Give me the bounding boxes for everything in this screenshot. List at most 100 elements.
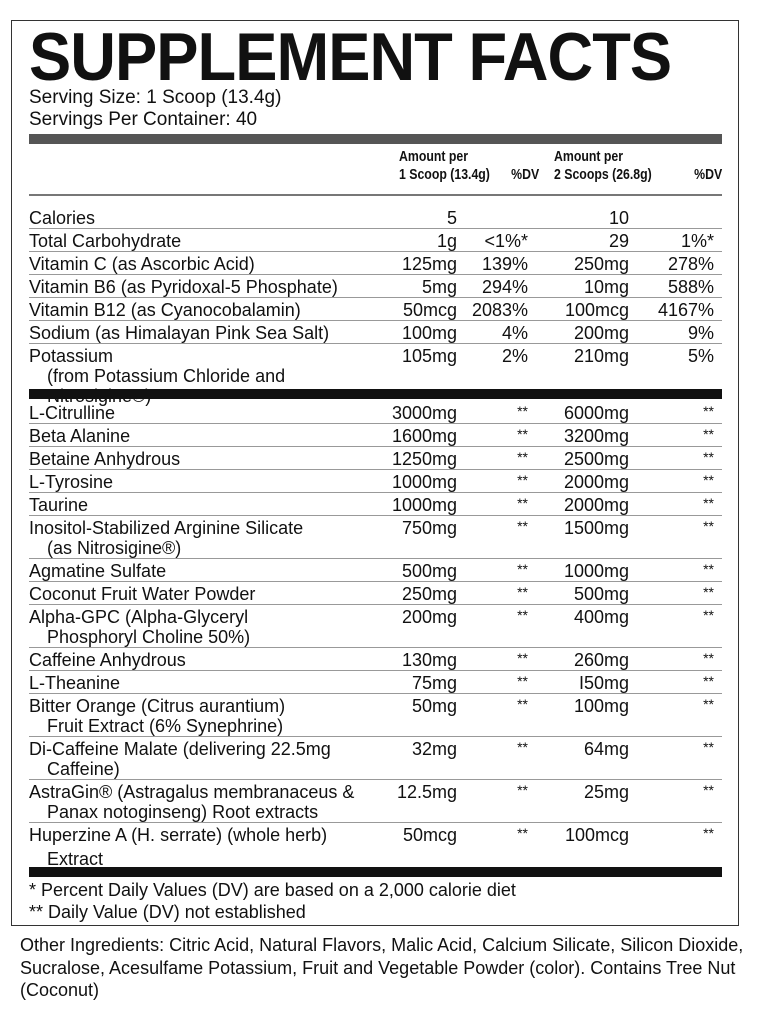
ingredient-name: Sodium (as Himalayan Pink Sea Salt)	[29, 323, 330, 343]
ingredient-subtext: (as Nitrosigine®)	[47, 538, 182, 558]
other-ingredients: Other Ingredients: Citric Acid, Natural …	[20, 935, 744, 1000]
ingredient-name: Calories	[29, 208, 96, 228]
amount-2: 400mg	[573, 607, 629, 627]
dv-2: **	[703, 825, 714, 841]
dv-2: 9%	[687, 323, 714, 343]
table-row: AstraGin® (Astragalus membranaceus & Pana…	[29, 780, 722, 823]
amount-2: 1000mg	[563, 561, 629, 581]
row-name: Coconut Fruit Water Powder	[29, 584, 381, 604]
table-row: Calories 5 10	[29, 206, 722, 229]
dv-2: 278%	[667, 254, 714, 274]
dv-2: **	[703, 403, 714, 419]
table-row: Agmatine Sulfate 500mg ** 1000mg **	[29, 559, 722, 582]
amount-2: 2000mg	[563, 472, 629, 492]
amount-1: 50mg	[411, 696, 457, 716]
amount-2: 250mg	[573, 254, 629, 274]
table-row: Vitamin B6 (as Pyridoxal-5 Phosphate) 5mg…	[29, 275, 722, 298]
table-row: Vitamin B12 (as Cyanocobalamin) 50mcg 2083…	[29, 298, 722, 321]
amount-1: 200mg	[401, 607, 457, 627]
footnote: * Percent Daily Values (DV) are based on…	[29, 880, 516, 900]
ingredient-name: L-Theanine	[29, 673, 121, 693]
row-name: Vitamin B12 (as Cyanocobalamin)	[29, 300, 381, 320]
amount-1: 3000mg	[391, 403, 457, 423]
amount-2: 100mcg	[564, 300, 629, 320]
ingredient-name: Agmatine Sulfate	[29, 561, 167, 581]
amount-1: 130mg	[401, 650, 457, 670]
amount-1: 1250mg	[391, 449, 457, 469]
amount-2: 500mg	[573, 584, 629, 604]
ingredient-name: Vitamin C (as Ascorbic Acid)	[29, 254, 255, 274]
ingredient-name: L-Tyrosine	[29, 472, 114, 492]
ingredient-name: Vitamin B6 (as Pyridoxal-5 Phosphate)	[29, 277, 338, 297]
amount-2: 2500mg	[563, 449, 629, 469]
table-row: Taurine 1000mg ** 2000mg **	[29, 493, 722, 516]
row-name: L-Theanine	[29, 673, 381, 693]
dv-2: **	[703, 696, 714, 712]
dv-1: **	[517, 561, 528, 577]
amount-1: 100mg	[401, 323, 457, 343]
amount-2: 2000mg	[563, 495, 629, 515]
dv-1: **	[517, 403, 528, 419]
amount-1: 5mg	[421, 277, 457, 297]
divider-bar	[29, 389, 722, 399]
dv-1: 2%	[501, 346, 528, 366]
dv-2: **	[703, 426, 714, 442]
amount-2: 10mg	[583, 277, 629, 297]
ingredients-table: L-Citrulline 3000mg ** 6000mg ** Beta Alanine…	[29, 401, 722, 870]
ingredient-name: Beta Alanine	[29, 426, 131, 446]
amount-1: 50mcg	[402, 300, 457, 320]
dv-1: 139%	[481, 254, 528, 274]
amount-1: 250mg	[401, 584, 457, 604]
dv-1: **	[517, 472, 528, 488]
ingredient-name: Di-Caffeine Malate (delivering 22.5mg	[29, 739, 331, 759]
table-row: Huperzine A (H. serrate) (whole herb) Ext…	[29, 823, 722, 870]
amount-1: 125mg	[401, 254, 457, 274]
dv-2: **	[703, 472, 714, 488]
table-row: L-Tyrosine 1000mg ** 2000mg **	[29, 470, 722, 493]
ingredient-subtext: Phosphoryl Choline 50%)	[47, 627, 251, 647]
divider-bar	[29, 867, 722, 877]
amount-1: 1g	[436, 231, 457, 251]
table-row: Betaine Anhydrous 1250mg ** 2500mg **	[29, 447, 722, 470]
amount-2-header-line2: 2 Scoops (26.8g)	[554, 166, 652, 183]
nutrients-table: Calories 5 10 Total Carbohydrate 1g <1%* 29 1%*…	[29, 206, 722, 406]
dv-2: 1%*	[680, 231, 714, 251]
amount-1: 5	[446, 208, 457, 228]
dv-2: **	[703, 495, 714, 511]
ingredient-name: Vitamin B12 (as Cyanocobalamin)	[29, 300, 301, 320]
amount-1: 12.5mg	[396, 782, 457, 802]
row-name: Inositol-Stabilized Arginine Silicate (as…	[29, 518, 381, 558]
amount-1: 32mg	[411, 739, 457, 759]
table-row: L-Citrulline 3000mg ** 6000mg **	[29, 401, 722, 424]
amount-2: 3200mg	[563, 426, 629, 446]
table-row: Potassium(from Potassium Chloride and Ni…	[29, 344, 722, 406]
table-row: L-Theanine 75mg ** I50mg **	[29, 671, 722, 694]
amount-2: 29	[608, 231, 629, 251]
row-name: Agmatine Sulfate	[29, 561, 381, 581]
row-name: Sodium (as Himalayan Pink Sea Salt)	[29, 323, 381, 343]
amount-1-header-line2: 1 Scoop (13.4g)	[399, 166, 490, 183]
dv-2: **	[703, 518, 714, 534]
amount-2-header-line1: Amount per	[554, 148, 624, 165]
amount-2: I50mg	[578, 673, 629, 693]
panel-title: SUPPLEMENT FACTS	[29, 19, 672, 95]
row-name: Beta Alanine	[29, 426, 381, 446]
dv-2: **	[703, 561, 714, 577]
dv-1: 4%	[501, 323, 528, 343]
row-name: Taurine	[29, 495, 381, 515]
dv-1: **	[517, 426, 528, 442]
amount-2: 1500mg	[563, 518, 629, 538]
ingredient-subtext: Extract	[47, 849, 104, 869]
dv-2: **	[703, 607, 714, 623]
table-row: Bitter Orange (Citrus aurantium) Fruit Ex…	[29, 694, 722, 737]
dv-2: 5%	[687, 346, 714, 366]
dv-2: **	[703, 449, 714, 465]
dv-1: **	[517, 584, 528, 600]
row-name: Calories	[29, 208, 381, 228]
dv-2: 588%	[667, 277, 714, 297]
ingredient-name: Potassium	[29, 346, 114, 366]
row-name: Vitamin C (as Ascorbic Acid)	[29, 254, 381, 274]
row-name: Potassium(from Potassium Chloride and Ni…	[29, 346, 381, 406]
dv-2: 4167%	[657, 300, 714, 320]
dv-1: **	[517, 607, 528, 623]
